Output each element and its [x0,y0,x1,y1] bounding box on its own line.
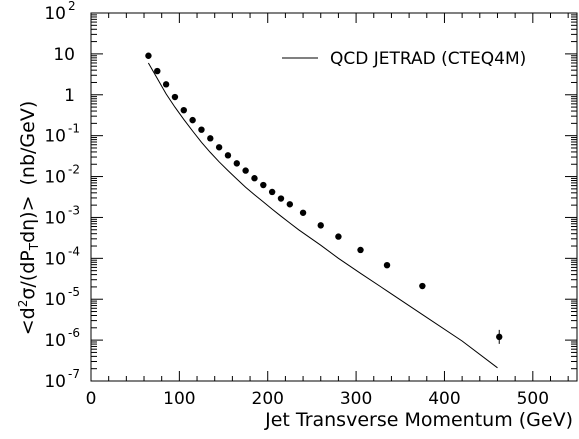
y-title-units: (nb/GeV) [17,101,39,186]
y-tick-label: 10 [44,290,66,310]
x-tick-label: 400 [428,389,460,409]
legend-label: QCD JETRAD (CTEQ4M) [330,49,526,69]
data-point [317,222,324,229]
data-point [357,246,364,254]
data-point [286,201,294,208]
data-point [180,106,187,114]
data-point [233,160,240,167]
data-point [419,282,426,290]
data-point [198,126,205,133]
y-tick-exponent: -3 [68,203,80,217]
x-tick-label: 500 [517,389,549,409]
data-point [242,167,249,174]
data-point [189,116,196,124]
y-tick-exponent: -1 [68,122,80,136]
axis-ticks [90,12,577,382]
data-point [251,175,258,182]
data-point [496,333,503,341]
y-tick-label: 10 [44,208,66,228]
y-tick-label: 10 [44,249,66,269]
y-title-open: <d [17,307,39,335]
data-point [277,195,285,202]
data-point [145,52,152,59]
y-tick-label: 10 [44,127,66,147]
y-axis-title: <d2σ/(dPTdη)> (nb/GeV) [16,101,41,336]
y-title-eta: dη)> [17,195,39,242]
data-point [162,81,170,88]
y-tick-label: 10 [44,372,66,392]
data-point [207,135,214,142]
y-tick-exponent: -7 [68,367,80,381]
x-tick-labels: 0 100 200 300 400 500 [86,389,549,409]
data-point [383,261,391,269]
plot-frame [90,12,578,382]
x-tick-label: 0 [86,389,97,409]
data-point [154,67,161,75]
y-title-sigma: σ/(dP [17,250,39,299]
y-tick-label: 10 [44,4,66,24]
y-tick-exponent: 2 [68,0,76,13]
x-tick-label: 300 [340,389,372,409]
y-tick-exponent: -6 [68,326,80,340]
data-point [260,181,267,189]
y-tick-label: 10 [44,331,66,351]
y-tick-exponent: -5 [68,285,80,299]
x-tick-label: 100 [163,389,195,409]
data-point [299,209,307,216]
x-tick-label: 200 [252,389,284,409]
x-axis-title: Jet Transverse Momentum (GeV) [264,409,573,431]
data-point [268,188,276,196]
y-title-sup: 2 [16,300,30,308]
data-point [335,233,342,240]
theory-curve [147,62,498,369]
y-tick-exponent: -2 [68,163,80,177]
data-point [224,152,232,159]
data-point [215,144,223,151]
data-points [145,52,503,344]
y-title-sub: T [27,242,41,251]
data-point [171,93,179,101]
y-tick-label: 10 [53,45,75,65]
y-tick-exponent: -4 [68,244,80,258]
y-tick-label: 10 [44,168,66,188]
y-tick-label: 1 [64,86,75,106]
